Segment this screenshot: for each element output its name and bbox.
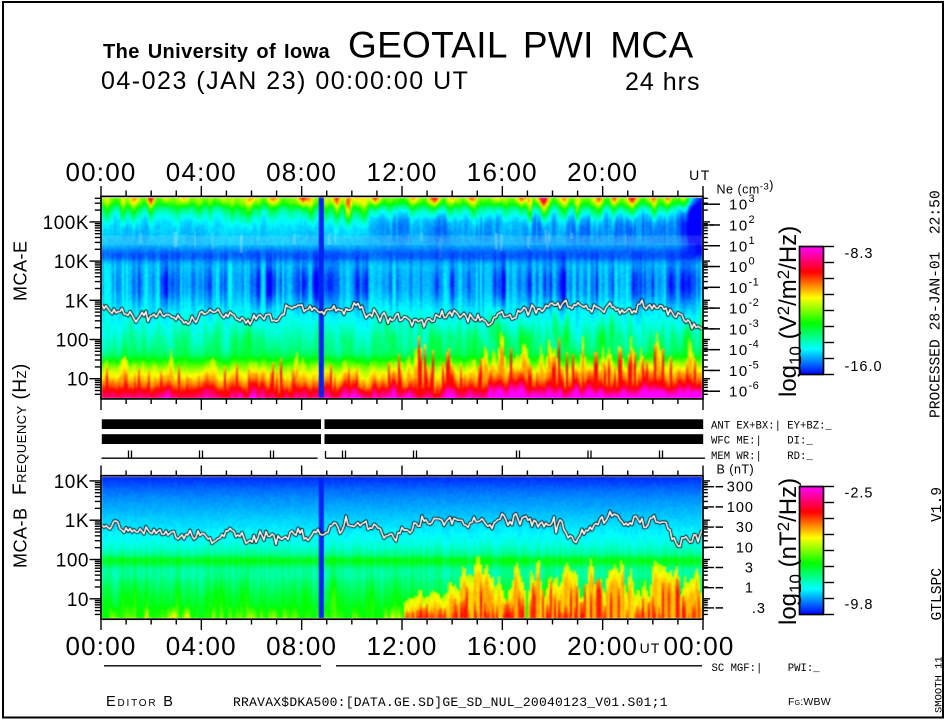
svg-text:1: 1: [749, 235, 756, 247]
svg-text:10: 10: [729, 280, 749, 297]
svg-text:20:00: 20:00: [567, 157, 638, 187]
svg-text:-3: -3: [749, 318, 760, 330]
svg-text:16:00: 16:00: [467, 631, 538, 661]
svg-text:-9.8: -9.8: [845, 597, 874, 613]
svg-text:log10 (nT2/Hz): log10 (nT2/Hz): [774, 478, 805, 625]
svg-text:0: 0: [749, 256, 756, 268]
svg-text:MEM WR:| RD:_: MEM WR:| RD:_: [711, 451, 813, 463]
svg-text:3: 3: [745, 561, 754, 577]
svg-text:100: 100: [727, 500, 754, 516]
svg-text:V1.9: V1.9: [930, 487, 945, 522]
svg-text:-16.0: -16.0: [845, 359, 883, 375]
svg-text:24 hrs: 24 hrs: [625, 68, 700, 96]
svg-text:-6: -6: [749, 380, 760, 392]
svg-text:2: 2: [749, 214, 756, 226]
svg-text:10: 10: [67, 370, 89, 391]
svg-text:100: 100: [56, 331, 89, 352]
svg-text:The University of Iowa: The University of Iowa: [103, 41, 331, 63]
svg-text:1K: 1K: [65, 511, 89, 532]
svg-text:10: 10: [729, 384, 749, 401]
svg-text:10: 10: [729, 301, 749, 318]
svg-text:WFC ME:| DI:_: WFC ME:| DI:_: [711, 436, 813, 448]
svg-text:10: 10: [729, 259, 749, 276]
svg-text:10: 10: [729, 342, 749, 359]
svg-text:PROCESSED 28-JAN-01 22:50: PROCESSED 28-JAN-01 22:50: [929, 190, 945, 418]
svg-text:1: 1: [745, 581, 754, 597]
svg-text:10: 10: [736, 540, 754, 556]
svg-text:RRAVAX$DKA500:[DATA.GE.SD]GE_S: RRAVAX$DKA500:[DATA.GE.SD]GE_SD_NUL_2004…: [233, 695, 668, 710]
svg-text:10: 10: [729, 363, 749, 380]
svg-text:.3: .3: [752, 601, 766, 617]
svg-text:10: 10: [729, 321, 749, 338]
svg-text:04:00: 04:00: [166, 157, 237, 187]
svg-text:MCA-E: MCA-E: [11, 241, 31, 302]
svg-text:16:00: 16:00: [467, 157, 538, 187]
svg-text:04:00: 04:00: [166, 631, 237, 661]
svg-text:MCA-B: MCA-B: [11, 508, 31, 569]
svg-text:Frequency (Hz): Frequency (Hz): [10, 363, 31, 495]
svg-text:UT: UT: [689, 167, 711, 183]
svg-text:12:00: 12:00: [366, 157, 437, 187]
svg-text:GTLSPC: GTLSPC: [930, 568, 945, 621]
svg-text:300: 300: [727, 480, 754, 496]
svg-text:10: 10: [729, 197, 749, 214]
svg-text:10: 10: [67, 590, 89, 611]
svg-text:SC MGF:| PWI:_: SC MGF:| PWI:_: [712, 663, 821, 675]
svg-text:12:00: 12:00: [366, 631, 437, 661]
svg-text:100K: 100K: [43, 213, 89, 234]
svg-text:log10 (V2/m2/Hz): log10 (V2/m2/Hz): [774, 226, 805, 397]
svg-text:08:00: 08:00: [266, 157, 337, 187]
svg-text:00:00: 00:00: [65, 157, 136, 187]
svg-text:-1: -1: [749, 276, 760, 288]
svg-text:-2.5: -2.5: [845, 486, 874, 502]
svg-text:-4: -4: [749, 339, 760, 351]
svg-text:10K: 10K: [54, 252, 89, 273]
svg-text:ANT EX+BX:| EY+BZ:_: ANT EX+BX:| EY+BZ:_: [711, 421, 832, 433]
svg-text:20:00: 20:00: [567, 631, 638, 661]
svg-text:10K: 10K: [54, 472, 89, 493]
svg-text:100: 100: [56, 551, 89, 572]
svg-text:-8.3: -8.3: [845, 246, 874, 262]
svg-text:1K: 1K: [65, 291, 89, 312]
svg-text:Ne (cm-3): Ne (cm-3): [717, 179, 774, 197]
svg-text:GEOTAIL PWI MCA: GEOTAIL PWI MCA: [348, 25, 693, 66]
svg-text:30: 30: [736, 520, 754, 536]
svg-text:10: 10: [729, 238, 749, 255]
svg-text:SMOOTH 11: SMOOTH 11: [934, 656, 945, 713]
svg-text:04-023 (JAN 23) 00:00:00 UT: 04-023 (JAN 23) 00:00:00 UT: [101, 67, 469, 95]
svg-text:Editor B: Editor B: [106, 694, 175, 710]
svg-text:10: 10: [729, 217, 749, 234]
svg-text:08:00: 08:00: [266, 631, 337, 661]
svg-text:B (nT): B (nT): [717, 463, 755, 477]
svg-text:00:00: 00:00: [663, 631, 734, 661]
svg-text:-5: -5: [749, 359, 760, 371]
svg-text:3: 3: [749, 193, 756, 205]
svg-text:00:00: 00:00: [65, 631, 136, 661]
svg-text:Fg:WBW: Fg:WBW: [788, 696, 831, 708]
svg-text:-2: -2: [749, 297, 760, 309]
svg-text:UT: UT: [640, 640, 661, 656]
